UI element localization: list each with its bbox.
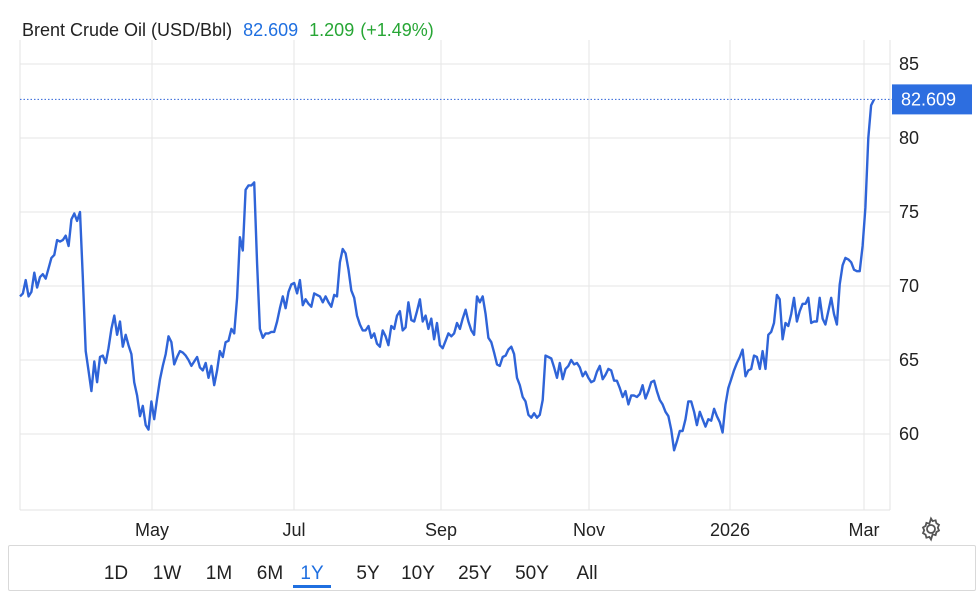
y-tick-label: 75	[899, 202, 919, 222]
y-tick-label: 60	[899, 424, 919, 444]
price-badge: 82.609	[892, 84, 972, 115]
instrument-title: Brent Crude Oil (USD/Bbl)	[22, 20, 233, 40]
series-line	[19, 98, 876, 452]
y-tick-label: 80	[899, 128, 919, 148]
active-range-indicator	[293, 585, 331, 588]
axes: 60 65 70 75 80 85 May Jul Sep Nov 2026 Mar	[135, 54, 919, 540]
range-button-10y[interactable]: 10Y	[401, 563, 435, 584]
price-chart[interactable]: 60 65 70 75 80 85 May Jul Sep Nov 2026 Mar 82.609	[0, 0, 980, 545]
price-change: 1.209	[309, 20, 355, 40]
range-selector: 1D 1W 1M 6M 1Y 5Y 10Y 25Y 50Y All	[8, 545, 976, 591]
range-button-6m[interactable]: 6M	[256, 563, 284, 584]
x-tick-label: May	[135, 520, 169, 540]
range-button-all[interactable]: All	[576, 563, 598, 584]
x-tick-label: Nov	[573, 520, 605, 540]
price-badge-label: 82.609	[901, 89, 956, 109]
x-tick-label: Sep	[425, 520, 457, 540]
grid	[19, 40, 891, 511]
price-change-percent: (+1.49%)	[360, 20, 434, 40]
range-button-1m[interactable]: 1M	[205, 563, 233, 584]
y-tick-label: 70	[899, 276, 919, 296]
y-tick-label: 85	[899, 54, 919, 74]
range-button-1d[interactable]: 1D	[103, 563, 129, 584]
y-tick-label: 65	[899, 350, 919, 370]
x-tick-label: 2026	[710, 520, 750, 540]
x-tick-label: Mar	[849, 520, 880, 540]
range-button-1w[interactable]: 1W	[152, 563, 182, 584]
range-button-5y[interactable]: 5Y	[356, 563, 380, 584]
last-price: 82.609	[243, 20, 299, 40]
range-button-1y[interactable]: 1Y	[289, 546, 335, 588]
range-button-50y[interactable]: 50Y	[515, 563, 549, 584]
gear-icon[interactable]	[918, 516, 944, 542]
price-badge-bg	[892, 84, 972, 115]
chart-header: Brent Crude Oil (USD/Bbl) 82.609 1.209 (+…	[22, 20, 440, 41]
x-tick-label: Jul	[282, 520, 305, 540]
range-button-25y[interactable]: 25Y	[458, 563, 492, 584]
